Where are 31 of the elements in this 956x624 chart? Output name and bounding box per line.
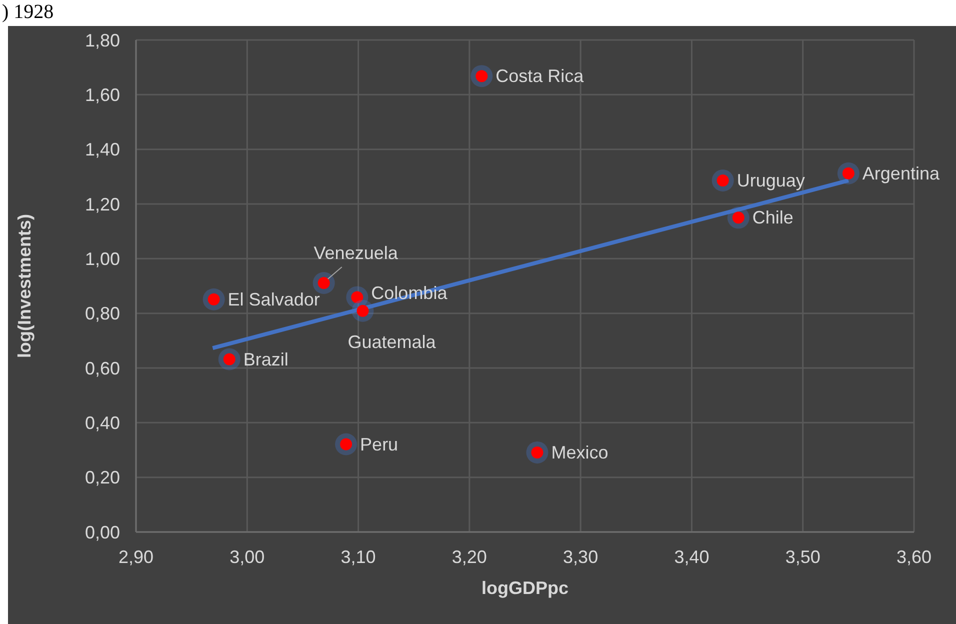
y-tick-label: 0,20: [84, 468, 120, 488]
x-tick-label: 3,30: [563, 546, 598, 567]
y-axis-title: log(Investments): [14, 214, 34, 358]
chart-title: ) 1928: [2, 0, 54, 24]
y-tick-label: 1,80: [84, 30, 120, 50]
x-axis-title: logGDPpc: [481, 578, 569, 598]
y-tick-label: 0,40: [84, 413, 120, 434]
annotation: Chile: [752, 208, 794, 228]
x-tick-label: 3,00: [230, 546, 265, 567]
y-tick-label: 1,40: [84, 140, 120, 160]
y-tick-label: 1,60: [84, 85, 120, 106]
annotation: Mexico: [551, 442, 608, 462]
x-tick-label: 3,20: [452, 546, 487, 567]
x-tick-label: 3,10: [340, 546, 376, 567]
annotation: Brazil: [243, 349, 288, 370]
annotation: Venezuela: [314, 242, 399, 263]
annotation: Uruguay: [736, 170, 805, 190]
y-tick-label: 0,00: [84, 522, 120, 542]
annotation: Peru: [360, 434, 398, 454]
annotation: Costa Rica: [496, 66, 585, 86]
x-tick-label: 3,50: [785, 546, 820, 567]
x-tick-label: 3,60: [896, 546, 932, 567]
annotation: Argentina: [862, 163, 940, 184]
y-tick-label: 1,20: [84, 194, 120, 214]
annotation: Guatemala: [348, 332, 437, 352]
annotation: El Salvador: [228, 289, 320, 310]
y-tick-label: 1,00: [84, 249, 120, 270]
y-tick-label: 0,60: [84, 358, 120, 378]
x-tick-label: 2,90: [118, 546, 154, 567]
x-tick-label: 3,40: [674, 546, 710, 567]
y-tick-label: 0,80: [84, 304, 120, 324]
